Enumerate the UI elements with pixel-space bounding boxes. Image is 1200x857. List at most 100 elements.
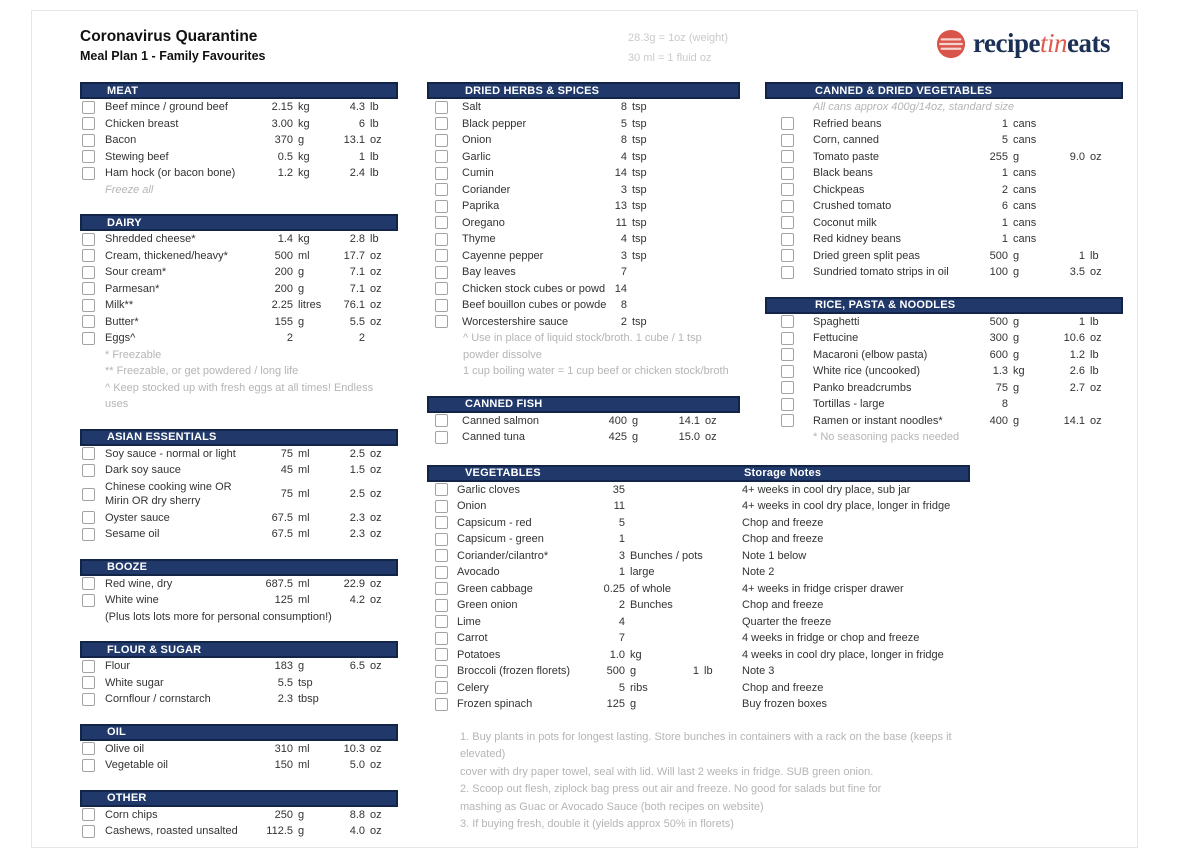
checkbox[interactable] bbox=[781, 199, 794, 213]
item-qty-metric: 5 bbox=[1001, 134, 1008, 147]
checkbox[interactable] bbox=[435, 298, 448, 312]
checkbox[interactable] bbox=[82, 758, 95, 772]
checkbox[interactable] bbox=[435, 414, 448, 428]
item-storage-note: 4+ weeks in cool dry place, longer in fr… bbox=[742, 500, 951, 513]
checkbox[interactable] bbox=[435, 582, 448, 596]
checkbox[interactable] bbox=[435, 664, 448, 678]
checkbox-cell bbox=[427, 615, 457, 629]
checkbox[interactable] bbox=[435, 315, 448, 329]
list-item-row: Cornflour / cornstarch 2.3 tbsp bbox=[80, 691, 398, 708]
checkbox[interactable] bbox=[435, 549, 448, 563]
checkbox[interactable] bbox=[435, 697, 448, 711]
checkbox[interactable] bbox=[82, 100, 95, 114]
checkbox[interactable] bbox=[435, 199, 448, 213]
checkbox[interactable] bbox=[435, 598, 448, 612]
checkbox[interactable] bbox=[435, 483, 448, 497]
list-item-row: White rice (uncooked) 1.3 kg 2.6 lb bbox=[765, 363, 1123, 380]
item-unit-metric: g bbox=[1013, 332, 1020, 345]
item-unit-metric: g bbox=[1013, 266, 1020, 279]
checkbox[interactable] bbox=[435, 232, 448, 246]
checkbox[interactable] bbox=[435, 183, 448, 197]
checkbox[interactable] bbox=[82, 463, 95, 477]
checkbox[interactable] bbox=[82, 282, 95, 296]
item-unit-imperial: oz bbox=[370, 464, 382, 477]
item-unit-imperial: oz bbox=[370, 660, 382, 673]
checkbox[interactable] bbox=[435, 499, 448, 513]
item-label: Broccoli (frozen florets) bbox=[457, 665, 571, 677]
checkbox[interactable] bbox=[82, 331, 95, 345]
checkbox[interactable] bbox=[435, 615, 448, 629]
checkbox[interactable] bbox=[781, 249, 794, 263]
list-item-row: Dried green split peas 500 g 1 lb bbox=[765, 248, 1123, 265]
list-item-row: Milk** 2.25 litres 76.1 oz bbox=[80, 297, 398, 314]
list-item-row: Vegetable oil 150 ml 5.0 oz bbox=[80, 757, 398, 774]
checkbox[interactable] bbox=[435, 133, 448, 147]
checkbox[interactable] bbox=[82, 676, 95, 690]
item-qty-metric: 5 bbox=[618, 681, 625, 694]
checkbox[interactable] bbox=[82, 133, 95, 147]
checkbox[interactable] bbox=[435, 648, 448, 662]
checkbox[interactable] bbox=[82, 527, 95, 541]
item-qty-metric: 3 bbox=[618, 549, 625, 562]
item-qty-metric: 150 bbox=[274, 759, 293, 772]
checkbox[interactable] bbox=[781, 381, 794, 395]
checkbox-cell bbox=[80, 447, 105, 461]
checkbox[interactable] bbox=[82, 487, 95, 501]
checkbox[interactable] bbox=[781, 216, 794, 230]
checkbox[interactable] bbox=[435, 516, 448, 530]
checkbox[interactable] bbox=[82, 659, 95, 673]
checkbox-cell bbox=[80, 282, 105, 296]
checkbox[interactable] bbox=[781, 150, 794, 164]
checkbox[interactable] bbox=[781, 397, 794, 411]
checkbox[interactable] bbox=[435, 166, 448, 180]
checkbox[interactable] bbox=[82, 824, 95, 838]
checkbox[interactable] bbox=[82, 577, 95, 591]
checkbox[interactable] bbox=[781, 364, 794, 378]
checkbox[interactable] bbox=[82, 742, 95, 756]
checkbox[interactable] bbox=[435, 631, 448, 645]
checkbox[interactable] bbox=[435, 150, 448, 164]
item-unit-metric: g bbox=[298, 266, 305, 279]
checkbox[interactable] bbox=[435, 216, 448, 230]
checkbox[interactable] bbox=[82, 117, 95, 131]
item-qty-imperial: 10.3 bbox=[343, 742, 365, 755]
checkbox[interactable] bbox=[781, 414, 794, 428]
checkbox[interactable] bbox=[82, 593, 95, 607]
checkbox-cell bbox=[765, 183, 813, 197]
checkbox[interactable] bbox=[82, 511, 95, 525]
checkbox[interactable] bbox=[781, 315, 794, 329]
checkbox[interactable] bbox=[435, 430, 448, 444]
checkbox[interactable] bbox=[82, 808, 95, 822]
checkbox[interactable] bbox=[781, 166, 794, 180]
checkbox[interactable] bbox=[435, 100, 448, 114]
checkbox-cell bbox=[427, 697, 457, 711]
checkbox[interactable] bbox=[435, 532, 448, 546]
checkbox[interactable] bbox=[435, 681, 448, 695]
checkbox[interactable] bbox=[435, 249, 448, 263]
checkbox[interactable] bbox=[82, 265, 95, 279]
checkbox[interactable] bbox=[781, 117, 794, 131]
checkbox[interactable] bbox=[781, 133, 794, 147]
item-label: Garlic bbox=[462, 150, 491, 163]
checkbox[interactable] bbox=[82, 166, 95, 180]
checkbox[interactable] bbox=[82, 447, 95, 461]
checkbox-cell bbox=[80, 133, 105, 147]
checkbox[interactable] bbox=[781, 331, 794, 345]
checkbox[interactable] bbox=[82, 232, 95, 246]
checkbox[interactable] bbox=[435, 117, 448, 131]
checkbox[interactable] bbox=[82, 315, 95, 329]
checkbox[interactable] bbox=[82, 150, 95, 164]
checkbox[interactable] bbox=[82, 298, 95, 312]
checkbox[interactable] bbox=[781, 348, 794, 362]
item-label: Macaroni (elbow pasta) bbox=[813, 348, 928, 361]
checkbox[interactable] bbox=[435, 282, 448, 296]
checkbox[interactable] bbox=[82, 249, 95, 263]
checkbox[interactable] bbox=[435, 265, 448, 279]
item-qty-metric: 2.3 bbox=[277, 693, 293, 706]
checkbox[interactable] bbox=[781, 183, 794, 197]
section-note: Freeze all bbox=[105, 183, 154, 196]
checkbox[interactable] bbox=[781, 265, 794, 279]
checkbox[interactable] bbox=[435, 565, 448, 579]
checkbox[interactable] bbox=[781, 232, 794, 246]
checkbox[interactable] bbox=[82, 692, 95, 706]
